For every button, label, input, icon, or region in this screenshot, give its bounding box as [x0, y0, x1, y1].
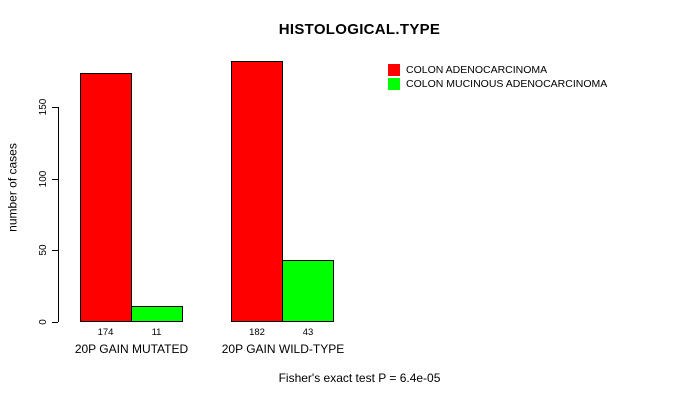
y-tick-mark — [52, 322, 58, 323]
bar-mucinous-group1 — [130, 306, 183, 322]
legend-swatch-icon — [388, 78, 400, 90]
legend-row: COLON MUCINOUS ADENOCARCINOMA — [388, 77, 607, 91]
y-tick-label: 0 — [38, 319, 49, 325]
y-tick-label: 150 — [38, 98, 49, 116]
legend-label: COLON MUCINOUS ADENOCARCINOMA — [406, 78, 608, 90]
bar-count-label: 174 — [97, 327, 114, 338]
bar-adenocarcinoma-group2 — [231, 61, 283, 322]
bar-count-label: 182 — [249, 327, 265, 338]
annotation-text: Fisher's exact test P = 6.4e-05 — [278, 371, 441, 385]
y-tick-mark — [52, 107, 58, 108]
bar-count-label: 11 — [151, 327, 162, 338]
chart-title: HISTOLOGICAL.TYPE — [278, 21, 441, 38]
y-tick-label: 50 — [38, 244, 49, 256]
legend-label: COLON ADENOCARCINOMA — [406, 64, 548, 76]
category-label: 20P GAIN WILD-TYPE — [221, 342, 345, 356]
bar-count-label: 43 — [302, 327, 314, 338]
y-tick-label: 100 — [38, 170, 49, 188]
y-tick-mark — [52, 250, 58, 251]
y-tick-mark — [52, 179, 58, 180]
legend-swatch-icon — [388, 64, 400, 76]
legend-row: COLON ADENOCARCINOMA — [388, 63, 607, 77]
y-axis-label: number of cases — [5, 143, 20, 232]
legend: COLON ADENOCARCINOMA COLON MUCINOUS ADENO… — [388, 63, 607, 91]
category-label: 20P GAIN MUTATED — [74, 342, 189, 356]
bar-adenocarcinoma-group1 — [79, 72, 132, 322]
bar-mucinous-group2 — [282, 260, 334, 322]
y-axis-line — [58, 107, 59, 322]
